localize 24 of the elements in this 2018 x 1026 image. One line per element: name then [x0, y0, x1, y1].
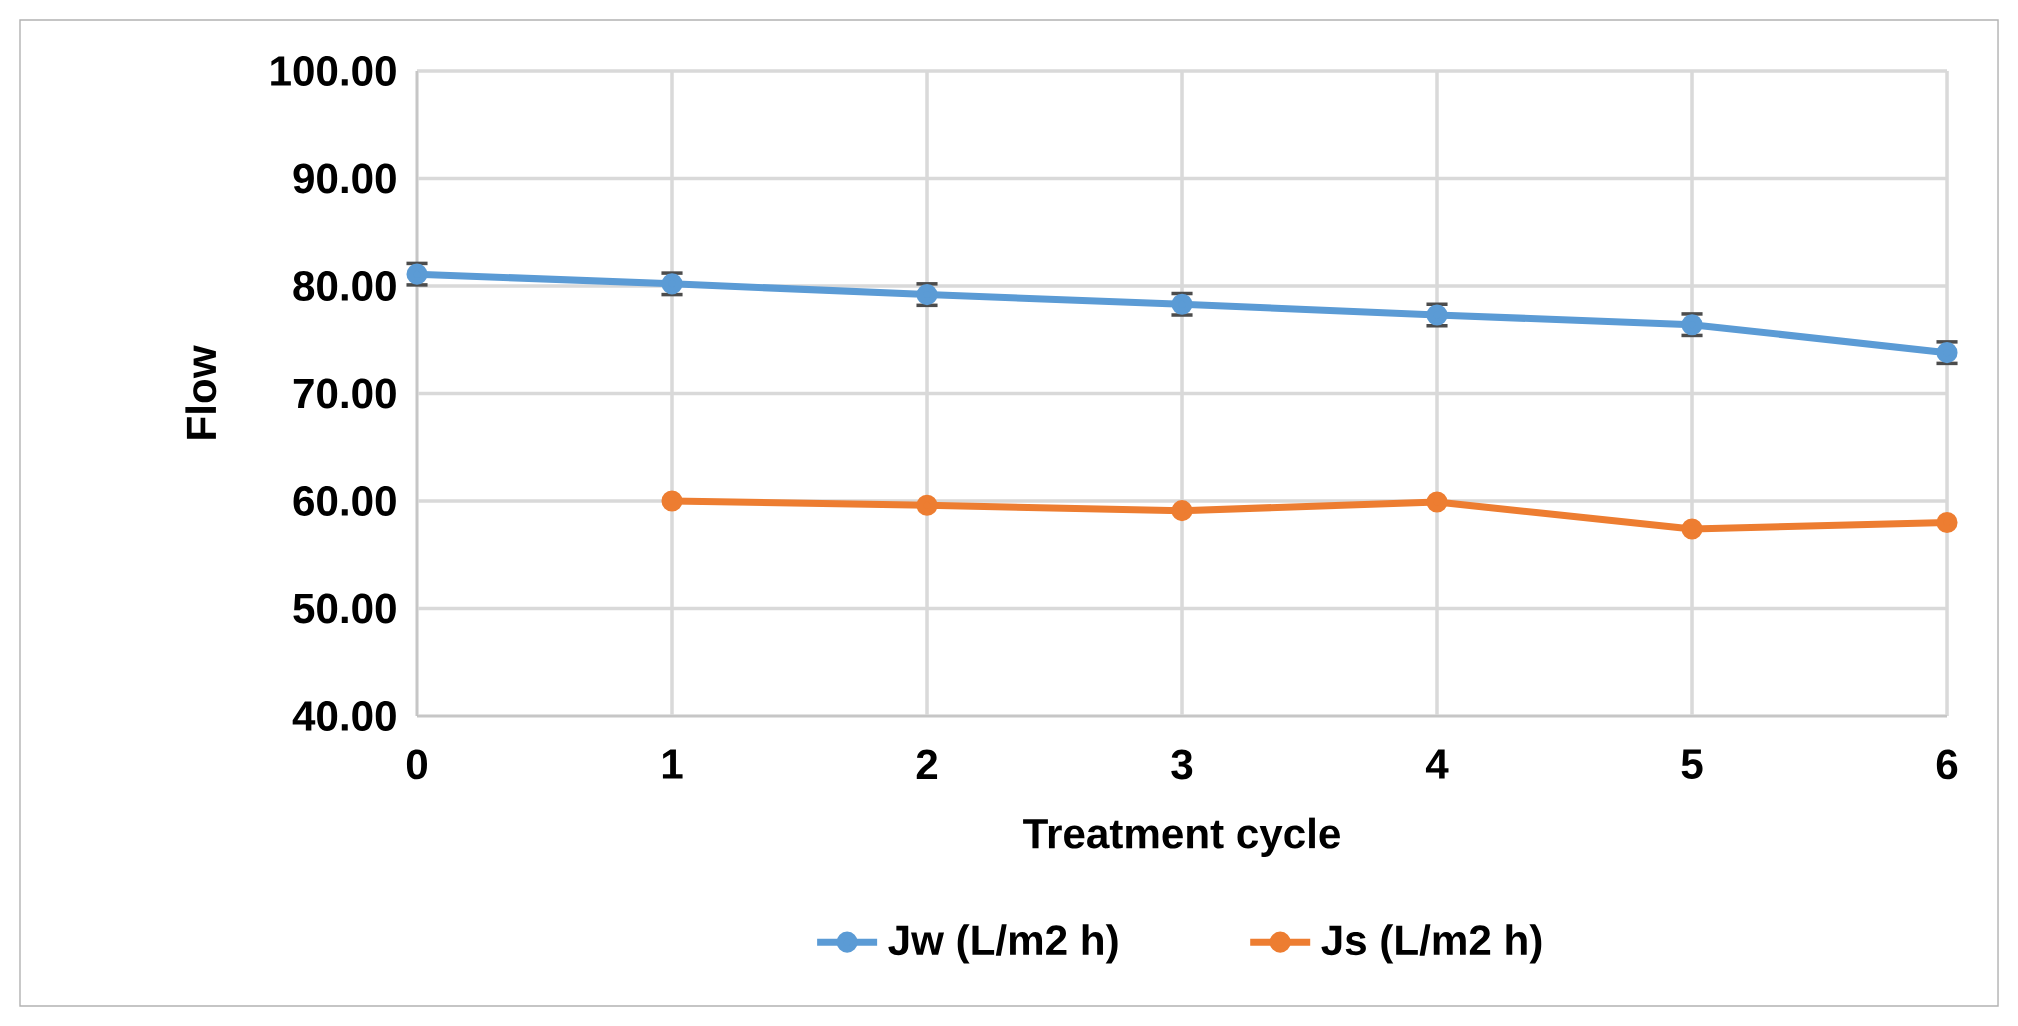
point: [1936, 511, 1958, 534]
legend-label: Jw (L/m2 h): [888, 924, 1118, 964]
y-tick-label: 40.00: [292, 701, 396, 731]
x-tick-label: 2: [916, 749, 938, 779]
point: [1171, 500, 1193, 522]
x-tick-label: 6: [1936, 749, 1958, 780]
x-axis-title: Treatment cycle: [1023, 817, 1340, 857]
y-tick-label: 60.00: [293, 486, 396, 516]
x-tick-label: 3: [1171, 749, 1193, 780]
y-tick-label: 50.00: [293, 593, 396, 624]
y-tick-label: 90.00: [293, 163, 396, 194]
y-tick-label: 80.00: [293, 271, 396, 301]
y-tick-label: 100.00: [271, 56, 396, 86]
point: [661, 490, 683, 512]
x-tick-label: 5: [1681, 749, 1703, 779]
legend-label: Js (L/m2 h): [1321, 924, 1542, 964]
x-tick-label: 0: [406, 749, 427, 780]
point: [1681, 518, 1703, 540]
x-tick-label: 4: [1425, 749, 1449, 779]
x-tick-label: 1: [662, 749, 683, 779]
point: [1426, 491, 1448, 513]
y-tick-label: 70.00: [293, 378, 396, 409]
point: [916, 494, 938, 516]
y-axis-title: Flow: [185, 345, 217, 439]
